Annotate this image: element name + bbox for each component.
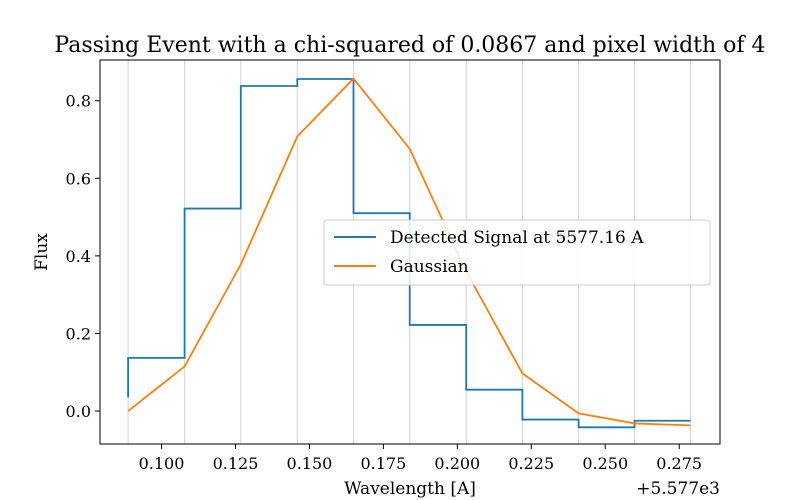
series-layer xyxy=(127,77,691,429)
y-axis-ticks: 0.0 0.2 0.4 0.6 0.8 xyxy=(66,92,100,421)
y-tick-label: 0.6 xyxy=(66,169,91,188)
x-tick-label: 0.175 xyxy=(360,454,406,473)
plot-frame xyxy=(99,59,721,445)
y-tick-label: 0.4 xyxy=(66,247,91,266)
legend: Detected Signal at 5577.16 A Gaussian xyxy=(323,219,711,286)
x-tick-label: 0.275 xyxy=(656,454,702,473)
y-tick-label: 0.2 xyxy=(66,324,91,343)
x-axis-ticks: 0.100 0.125 0.150 0.175 0.200 0.225 0.250 0.275 xyxy=(139,444,702,473)
series-line-0 xyxy=(127,78,691,429)
x-tick-label: 0.250 xyxy=(582,454,628,473)
x-tick-label: 0.125 xyxy=(213,454,259,473)
legend-box xyxy=(323,219,711,286)
x-tick-label: 0.150 xyxy=(287,454,333,473)
y-tick-label: 0.8 xyxy=(66,92,91,111)
y-axis-label: Flux xyxy=(32,233,52,271)
chart-title: Passing Event with a chi-squared of 0.08… xyxy=(54,33,765,58)
series-line-1 xyxy=(127,77,691,427)
legend-entry: Gaussian xyxy=(390,257,469,277)
x-tick-label: 0.100 xyxy=(139,454,185,473)
x-axis-offset-label: +5.577e3 xyxy=(636,479,720,499)
legend-entry: Detected Signal at 5577.16 A xyxy=(390,228,644,248)
x-tick-label: 0.225 xyxy=(508,454,554,473)
x-axis-label: Wavelength [A] xyxy=(344,479,476,499)
x-tick-label: 0.200 xyxy=(434,454,480,473)
y-tick-label: 0.0 xyxy=(66,402,91,421)
